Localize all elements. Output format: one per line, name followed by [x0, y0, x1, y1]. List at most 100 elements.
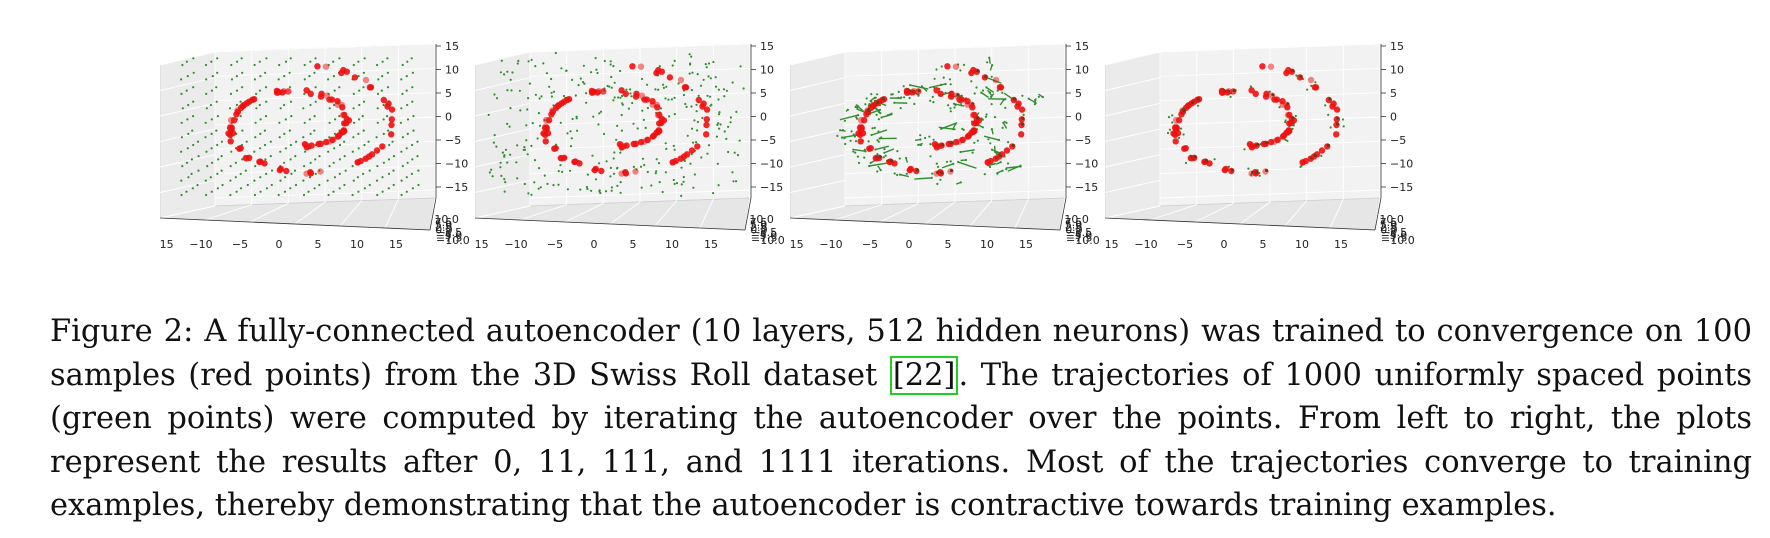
green-point	[235, 89, 239, 92]
green-point	[706, 152, 709, 155]
green-point	[704, 63, 707, 66]
y-tick-label: −5.0	[1381, 229, 1408, 242]
green-point	[210, 60, 213, 63]
green-point	[332, 75, 335, 78]
green-point	[735, 110, 738, 113]
green-point	[269, 155, 272, 158]
green-point	[715, 135, 718, 138]
red-point	[666, 74, 674, 81]
green-point	[332, 190, 335, 193]
green-point	[612, 172, 616, 175]
green-point	[719, 123, 722, 126]
green-point	[1171, 121, 1174, 124]
green-point	[929, 143, 932, 146]
green-point	[500, 174, 503, 177]
green-point	[499, 166, 502, 169]
green-point	[594, 178, 598, 181]
red-point	[234, 108, 242, 116]
green-point	[234, 161, 237, 164]
green-point	[327, 193, 330, 197]
green-point	[284, 147, 287, 150]
green-point	[265, 172, 268, 175]
green-point	[303, 165, 306, 168]
green-point	[657, 88, 660, 91]
red-point	[616, 141, 624, 148]
converged-point	[1313, 153, 1317, 158]
green-point	[1007, 141, 1010, 144]
green-point	[352, 92, 355, 95]
green-point	[377, 78, 380, 81]
green-point	[933, 77, 936, 80]
green-point	[944, 91, 947, 94]
red-point	[226, 124, 234, 132]
x-tick-label: −10	[819, 238, 842, 251]
green-point	[585, 101, 588, 104]
z-tick-label: −5	[1075, 134, 1091, 147]
z-tick-label: −10	[760, 158, 783, 171]
red-point	[326, 96, 333, 103]
green-point	[358, 118, 361, 121]
green-point	[255, 92, 258, 95]
green-point	[509, 107, 512, 110]
green-point	[302, 179, 305, 182]
green-point	[865, 97, 868, 100]
green-point	[376, 107, 379, 110]
converged-point	[915, 168, 919, 172]
green-point	[269, 140, 272, 143]
green-point	[308, 176, 312, 179]
red-point	[688, 147, 696, 154]
green-point	[854, 105, 857, 109]
red-point	[1174, 130, 1182, 137]
green-point	[571, 78, 574, 81]
z-tick-label: 15	[1390, 40, 1404, 53]
grid-line	[160, 51, 216, 66]
converged-point	[998, 153, 1002, 158]
green-point	[852, 150, 855, 153]
green-point	[253, 193, 257, 197]
z-tick-label: 10	[1075, 64, 1089, 77]
z-tick-label: 15	[760, 40, 774, 53]
x-tick-label: −5	[862, 238, 878, 251]
green-point	[387, 129, 390, 132]
green-point	[302, 107, 305, 110]
green-point	[641, 157, 645, 160]
green-point	[1019, 165, 1022, 168]
green-point	[327, 78, 330, 81]
green-point	[898, 157, 901, 160]
green-point	[981, 89, 985, 92]
green-point	[220, 169, 223, 172]
red-point	[903, 89, 911, 96]
green-point	[216, 115, 219, 118]
green-point	[527, 97, 530, 100]
green-point	[689, 62, 692, 65]
green-point	[1320, 154, 1323, 157]
green-point	[391, 140, 394, 143]
green-point	[235, 75, 238, 78]
green-point	[1171, 114, 1174, 117]
green-point	[980, 91, 983, 94]
grid-line	[790, 102, 846, 117]
green-point	[1284, 119, 1287, 122]
converged-point	[1335, 122, 1340, 126]
green-point	[400, 179, 403, 182]
green-point	[405, 75, 408, 78]
green-point	[278, 63, 281, 67]
green-point	[1243, 148, 1246, 151]
green-point	[259, 147, 262, 150]
grid-line	[1105, 205, 1161, 219]
green-point	[187, 103, 190, 107]
green-point	[640, 77, 644, 81]
red-point	[388, 106, 396, 113]
red-point	[388, 121, 395, 129]
red-point	[944, 63, 951, 70]
citation-link[interactable]: [22]	[889, 355, 959, 395]
green-point	[533, 181, 536, 184]
green-point	[294, 183, 298, 187]
green-point	[381, 176, 384, 179]
z-tick-label: 0	[1390, 111, 1397, 124]
green-point	[701, 116, 704, 120]
green-point	[953, 128, 956, 131]
grid-line	[1105, 128, 1161, 142]
green-point	[631, 101, 634, 105]
y-tick-label: 5.0	[750, 218, 768, 231]
